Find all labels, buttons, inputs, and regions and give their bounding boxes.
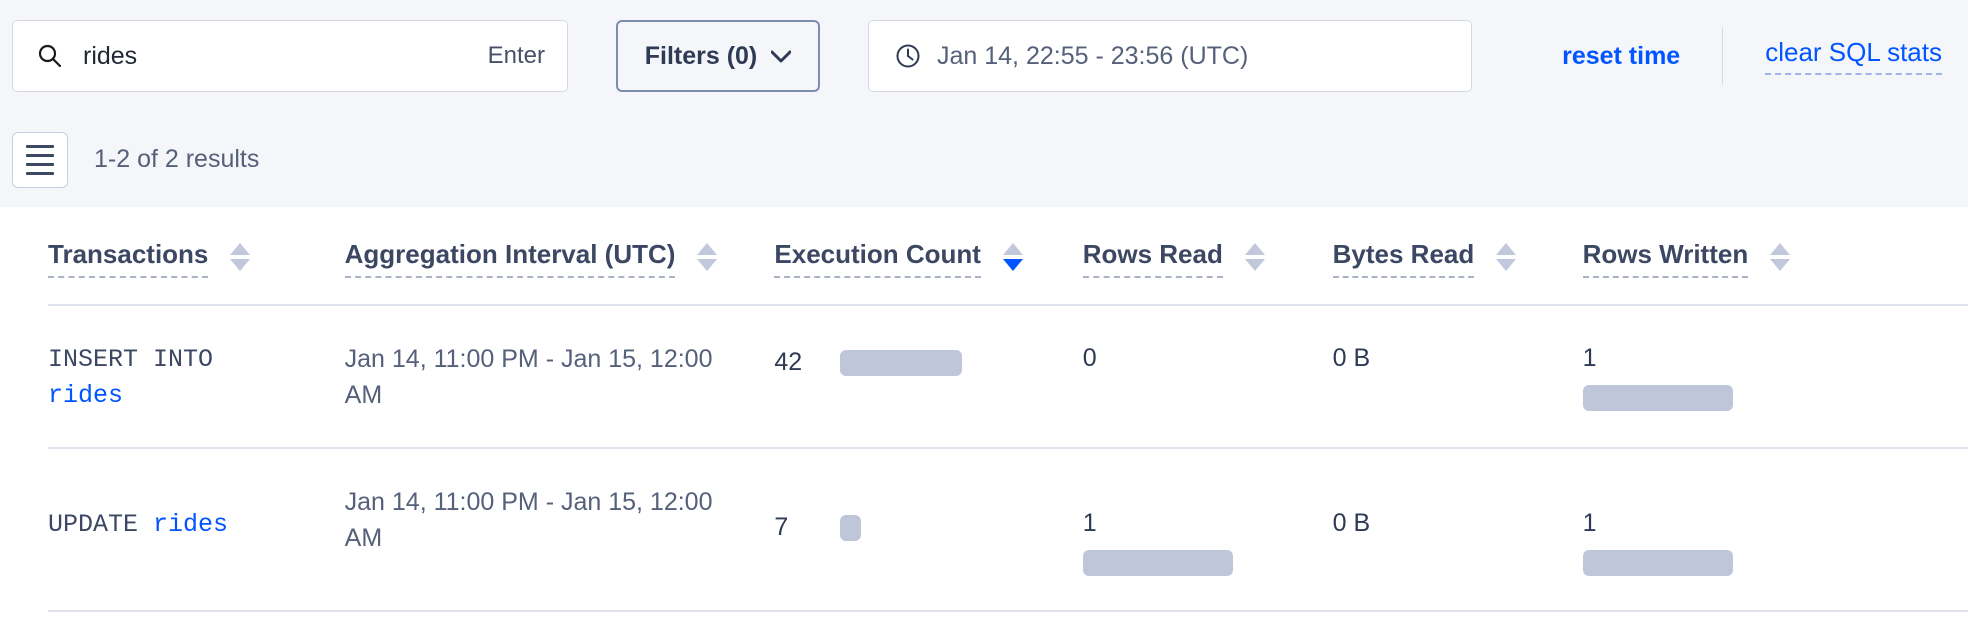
execution-count-bar <box>840 349 963 376</box>
reset-time-link[interactable]: reset time <box>1562 41 1681 70</box>
list-icon-line <box>26 153 54 157</box>
sql-object-link[interactable]: rides <box>48 380 124 410</box>
cell-rows-read: 0 <box>1082 305 1333 449</box>
list-icon-line <box>26 162 54 166</box>
cell-rows-written: 1 <box>1582 448 1968 612</box>
list-icon-line <box>26 171 54 175</box>
column-header-label: Aggregation Interval (UTC) <box>344 239 676 278</box>
column-header-bytes-read[interactable]: Bytes Read <box>1332 207 1583 306</box>
toolbar-divider <box>1722 27 1724 85</box>
execution-count-value: 7 <box>774 513 789 541</box>
sort-ascending-icon <box>1770 243 1791 255</box>
rows-written-value: 1 <box>1582 509 1597 537</box>
sort-toggle-transactions[interactable] <box>230 239 251 271</box>
table-header: Transactions Aggregation Interval (UTC) … <box>48 207 1968 306</box>
column-header-rows-written[interactable]: Rows Written <box>1582 207 1968 306</box>
execution-count-value: 42 <box>774 348 803 376</box>
cell-transaction: UPDATE rides <box>48 448 345 612</box>
column-header-label: Transactions <box>48 239 209 278</box>
sort-ascending-icon <box>1244 243 1265 255</box>
sort-ascending-icon <box>1496 243 1517 255</box>
time-range-picker[interactable]: Jan 14, 22:55 - 23:56 (UTC) <box>868 20 1472 92</box>
results-count-label: 1-2 of 2 results <box>94 145 260 173</box>
column-header-label: Bytes Read <box>1332 239 1475 278</box>
search-icon <box>37 43 63 69</box>
rows-written-bar <box>1582 385 1733 411</box>
results-bar: 1-2 of 2 results <box>0 112 1968 207</box>
execution-count-bar <box>840 514 862 541</box>
sort-descending-icon <box>230 259 251 271</box>
rows-read-value: 1 <box>1082 509 1097 537</box>
cell-aggregation-interval: Jan 14, 11:00 PM - Jan 15, 12:00 AM <box>344 305 775 449</box>
rows-written-bar <box>1582 550 1733 576</box>
cell-rows-written: 1 <box>1582 305 1968 449</box>
time-range-label: Jan 14, 22:55 - 23:56 (UTC) <box>937 41 1249 70</box>
sort-descending-icon <box>1770 259 1791 271</box>
bytes-read-value: 0 B <box>1332 509 1371 537</box>
cell-bytes-read: 0 B <box>1332 305 1583 449</box>
sort-descending-icon <box>1002 259 1023 271</box>
search-enter-hint: Enter <box>487 42 545 69</box>
rows-read-value: 0 <box>1082 344 1097 372</box>
sort-descending-icon <box>1244 259 1265 271</box>
list-view-toggle-button[interactable] <box>12 131 68 188</box>
sort-ascending-icon <box>697 243 718 255</box>
sort-toggle-rows-read[interactable] <box>1244 239 1265 271</box>
toolbar: rides Enter Filters (0) Jan 14, 22:55 - … <box>0 0 1968 112</box>
rows-read-bar <box>1082 550 1233 576</box>
cell-execution-count: 7 <box>774 448 1083 612</box>
sort-descending-icon <box>697 259 718 271</box>
column-header-rows-read[interactable]: Rows Read <box>1082 207 1333 306</box>
sql-keyword: UPDATE <box>48 510 139 539</box>
sort-toggle-aggregation-interval[interactable] <box>697 239 718 271</box>
clear-sql-stats-link[interactable]: clear SQL stats <box>1765 37 1942 75</box>
sort-ascending-icon <box>1002 243 1023 255</box>
cell-aggregation-interval: Jan 14, 11:00 PM - Jan 15, 12:00 AM <box>344 448 775 612</box>
cell-transaction: INSERT INTO rides <box>48 305 345 449</box>
cell-rows-read: 1 <box>1082 448 1333 612</box>
filters-button[interactable]: Filters (0) <box>616 20 820 92</box>
statements-table-panel: Transactions Aggregation Interval (UTC) … <box>0 207 1968 630</box>
cell-execution-count: 42 <box>774 305 1083 449</box>
column-header-aggregation-interval[interactable]: Aggregation Interval (UTC) <box>344 207 775 306</box>
sort-toggle-bytes-read[interactable] <box>1496 239 1517 271</box>
bytes-read-value: 0 B <box>1332 344 1371 372</box>
cell-bytes-read: 0 B <box>1332 448 1583 612</box>
table-row[interactable]: UPDATE rides Jan 14, 11:00 PM - Jan 15, … <box>48 448 1968 612</box>
column-header-label: Rows Written <box>1582 239 1749 278</box>
column-header-transactions[interactable]: Transactions <box>48 207 345 306</box>
sql-keyword: INSERT INTO <box>48 345 214 374</box>
list-icon-line <box>26 144 54 148</box>
table-row[interactable]: INSERT INTO rides Jan 14, 11:00 PM - Jan… <box>48 305 1968 449</box>
sql-object-link[interactable]: rides <box>153 510 229 539</box>
sort-descending-icon <box>1496 259 1517 271</box>
filters-button-label: Filters (0) <box>644 41 758 70</box>
rows-written-value: 1 <box>1582 344 1597 372</box>
clock-icon <box>895 43 921 69</box>
column-header-label: Rows Read <box>1082 239 1223 278</box>
column-header-label: Execution Count <box>774 239 981 278</box>
sort-toggle-execution-count[interactable] <box>1002 239 1023 271</box>
column-header-execution-count[interactable]: Execution Count <box>774 207 1083 306</box>
statements-table: Transactions Aggregation Interval (UTC) … <box>48 207 1968 612</box>
sort-ascending-icon <box>230 243 251 255</box>
search-input-value[interactable]: rides <box>83 41 138 70</box>
table-body: INSERT INTO rides Jan 14, 11:00 PM - Jan… <box>48 305 1968 612</box>
sort-toggle-rows-written[interactable] <box>1770 239 1791 271</box>
table-header-row: Transactions Aggregation Interval (UTC) … <box>48 207 1968 306</box>
search-input[interactable]: rides Enter <box>12 20 568 92</box>
chevron-down-icon <box>770 50 792 63</box>
